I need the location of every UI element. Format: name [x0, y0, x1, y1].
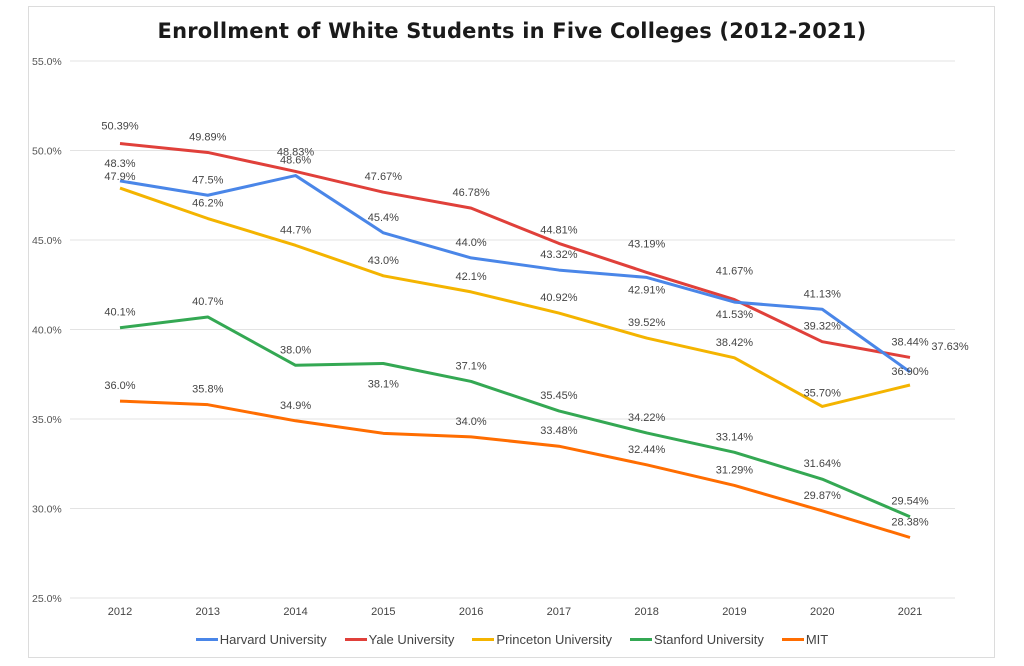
data-label-princeton-university: 47.9%: [104, 171, 135, 183]
data-label-princeton-university: 39.52%: [628, 317, 666, 329]
data-label-mit: 32.44%: [628, 444, 666, 456]
data-label-yale-university: 50.39%: [101, 121, 139, 133]
data-label-harvard-university: 48.6%: [280, 155, 311, 167]
data-label-stanford-university: 38.1%: [368, 379, 399, 391]
data-labels: 48.3% 47.5% 48.6% 45.4% 44.0% 43.32% 42.91% 41.…: [101, 121, 969, 529]
data-label-mit: 36.0%: [104, 380, 135, 392]
legend-label: Yale University: [368, 632, 455, 647]
y-tick-label: 55.0%: [32, 56, 62, 68]
legend-item-princeton-university: Princeton University: [472, 632, 612, 647]
x-axis: 2012 2013 2014 2015 2016 2017 2018 2019 2020 2021: [108, 606, 922, 618]
data-label-stanford-university: 40.7%: [192, 296, 223, 308]
y-tick-label: 35.0%: [32, 414, 62, 426]
x-tick-label: 2019: [722, 606, 746, 618]
gridlines: [70, 60, 955, 599]
data-label-princeton-university: 36.90%: [891, 366, 929, 378]
y-tick-label: 30.0%: [32, 504, 62, 516]
data-label-harvard-university: 44.0%: [456, 237, 487, 249]
data-label-yale-university: 38.44%: [891, 336, 929, 348]
data-label-harvard-university: 41.13%: [804, 288, 842, 300]
data-label-stanford-university: 29.54%: [891, 496, 929, 508]
y-tick-label: 50.0%: [32, 146, 62, 158]
series-line-yale-university: [119, 142, 911, 359]
series-line-harvard-university: [119, 174, 911, 374]
legend-item-stanford-university: Stanford University: [630, 632, 764, 647]
data-label-princeton-university: 43.0%: [368, 255, 399, 267]
legend-label: MIT: [805, 632, 829, 647]
legend-swatch: [472, 638, 495, 641]
legend-item-yale-university: Yale University: [344, 632, 455, 647]
series-line-stanford-university: [119, 315, 911, 519]
data-label-mit: 28.38%: [891, 516, 929, 528]
data-label-stanford-university: 34.22%: [628, 412, 666, 424]
data-label-princeton-university: 46.2%: [192, 198, 223, 210]
data-label-stanford-university: 38.0%: [280, 344, 311, 356]
data-label-harvard-university: 41.53%: [716, 309, 754, 321]
data-label-mit: 35.8%: [192, 384, 223, 396]
data-label-princeton-university: 38.42%: [716, 337, 754, 349]
y-tick-label: 25.0%: [32, 593, 62, 605]
x-tick-label: 2017: [547, 606, 571, 618]
x-tick-label: 2014: [283, 606, 307, 618]
legend-label: Harvard University: [219, 632, 327, 647]
data-label-yale-university: 47.67%: [365, 171, 403, 183]
data-label-yale-university: 41.67%: [716, 266, 754, 278]
legend-item-mit: MIT: [781, 632, 829, 647]
data-label-yale-university: 43.19%: [628, 238, 666, 250]
chart-frame: [28, 6, 995, 658]
legend-label: Princeton University: [496, 632, 613, 647]
data-label-mit: 31.29%: [716, 464, 754, 476]
data-label-stanford-university: 37.1%: [456, 360, 487, 372]
data-label-mit: 33.48%: [540, 425, 578, 437]
legend-label: Stanford University: [654, 632, 764, 647]
data-label-stanford-university: 40.1%: [104, 307, 135, 319]
x-tick-label: 2015: [371, 606, 395, 618]
data-label-princeton-university: 42.1%: [456, 271, 487, 283]
data-label-yale-university: 48.83%: [277, 146, 315, 158]
data-label-stanford-university: 35.45%: [540, 390, 578, 402]
y-tick-label: 40.0%: [32, 325, 62, 337]
series-lines: [119, 142, 911, 539]
legend: Harvard University Yale University Princet…: [0, 632, 1024, 647]
x-tick-label: 2013: [196, 606, 220, 618]
data-label-princeton-university: 44.7%: [280, 224, 311, 236]
data-label-harvard-university: 43.32%: [540, 249, 578, 261]
data-label-mit: 34.0%: [456, 416, 487, 428]
data-label-stanford-university: 31.64%: [804, 458, 842, 470]
x-tick-label: 2020: [810, 606, 834, 618]
data-label-princeton-university: 40.92%: [540, 292, 578, 304]
data-label-harvard-university: 37.63%: [931, 341, 969, 353]
legend-swatch: [781, 638, 804, 641]
x-tick-label: 2021: [898, 606, 922, 618]
series-line-mit: [119, 399, 911, 539]
series-line-princeton-university: [119, 186, 911, 408]
legend-item-harvard-university: Harvard University: [195, 632, 327, 647]
data-label-stanford-university: 33.14%: [716, 431, 754, 443]
legend-swatch: [344, 638, 367, 641]
data-label-harvard-university: 42.91%: [628, 284, 666, 296]
data-label-princeton-university: 35.70%: [804, 387, 842, 399]
data-label-harvard-university: 48.3%: [104, 158, 135, 170]
data-label-harvard-university: 45.4%: [368, 212, 399, 224]
legend-swatch: [630, 638, 653, 641]
x-tick-label: 2018: [634, 606, 658, 618]
y-tick-label: 45.0%: [32, 235, 62, 247]
data-label-yale-university: 44.81%: [540, 224, 578, 236]
y-axis: 25.0% 30.0% 35.0% 40.0% 45.0% 50.0% 55.0%: [32, 56, 62, 605]
data-label-harvard-university: 47.5%: [192, 174, 223, 186]
x-tick-label: 2016: [459, 606, 483, 618]
legend-swatch: [195, 638, 218, 641]
data-label-yale-university: 39.32%: [804, 321, 842, 333]
data-label-yale-university: 46.78%: [452, 187, 490, 199]
chart-title: Enrollment of White Students in Five Col…: [157, 19, 867, 43]
x-tick-label: 2012: [108, 606, 132, 618]
data-label-mit: 34.9%: [280, 400, 311, 412]
data-label-mit: 29.87%: [804, 490, 842, 502]
data-label-yale-university: 49.89%: [189, 131, 227, 143]
